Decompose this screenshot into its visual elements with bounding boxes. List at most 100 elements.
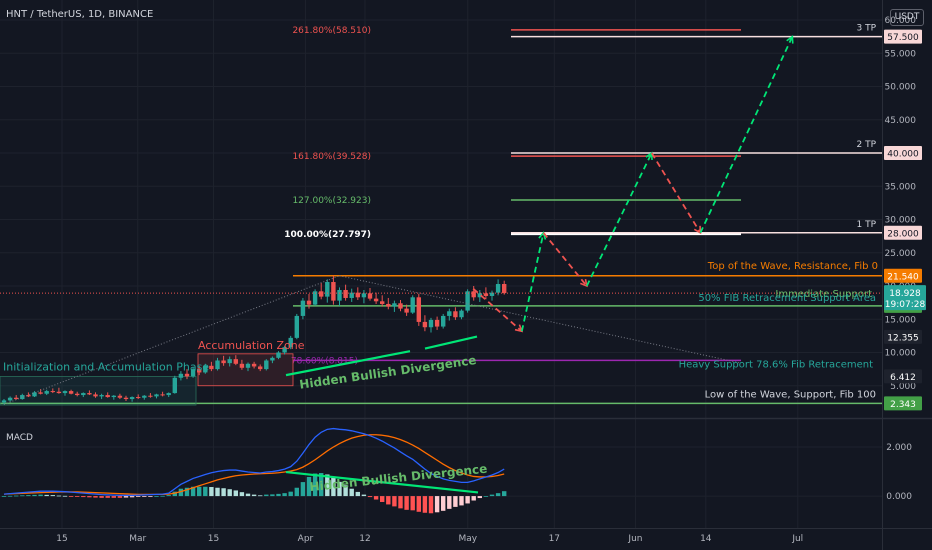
macd-bar-49 [300, 482, 306, 497]
target-label-1: 2 TP [856, 140, 876, 150]
time-tick-4: 12 [359, 534, 370, 544]
price-marker-7: 2.343 [890, 400, 916, 410]
candle-1 [7, 396, 13, 402]
candle-51 [312, 289, 318, 306]
time-tick-3: Apr [298, 534, 314, 544]
macd-line [3, 427, 505, 497]
candle-59 [361, 289, 367, 304]
fib-label-3: 100.00%(27.797) [284, 230, 371, 240]
macd-bar-18 [111, 496, 116, 498]
macd-bar-40 [245, 493, 251, 497]
candle-33 [203, 363, 208, 374]
fib-label-0: 261.80%(58.510) [292, 26, 371, 36]
price-tick-0: 60.000 [885, 16, 917, 26]
macd-bar-36 [221, 488, 226, 497]
time-tick-6: 17 [549, 534, 560, 544]
candle-63 [386, 297, 391, 310]
candle-48 [294, 313, 299, 340]
candle-46 [282, 345, 287, 355]
candle-54 [331, 275, 336, 305]
macd-bar-58 [355, 491, 360, 497]
zones [0, 353, 294, 406]
candle-23 [142, 395, 147, 400]
projection-arrow-5 [786, 35, 794, 44]
candle-21 [129, 396, 135, 402]
time-tick-1: Mar [129, 534, 146, 544]
candle-41 [251, 361, 257, 369]
accumulation-zone-box [197, 353, 294, 387]
annotation-1: Immediate Support [775, 289, 872, 300]
candle-60 [367, 287, 373, 301]
macd-bar-71 [434, 496, 440, 513]
candle-7 [44, 389, 49, 396]
candle-44 [270, 356, 275, 364]
price-tick-9: 15.000 [885, 315, 917, 325]
macd-bar-38 [233, 490, 238, 497]
currency-button[interactable]: USDT [890, 9, 924, 26]
macd-bar-44 [270, 494, 275, 497]
macd-bar-64 [392, 496, 397, 507]
macd-bar-53 [325, 474, 330, 497]
candle-15 [93, 392, 98, 398]
macd-bar-63 [386, 496, 391, 505]
macd-bar-74 [453, 496, 458, 507]
candle-3 [20, 393, 25, 400]
macd-bar-43 [264, 494, 269, 497]
candle-82 [502, 280, 507, 295]
candle-17 [105, 392, 110, 398]
macd-bar-34 [209, 487, 214, 497]
macd-bar-19 [117, 496, 123, 498]
candle-18 [111, 395, 116, 400]
time-tick-5: May [458, 534, 477, 544]
price-tick-6: 30.000 [885, 216, 917, 226]
price-marker-bg-5 [884, 329, 922, 344]
macd-bar-42 [258, 495, 263, 497]
macd-bar-68 [416, 496, 421, 512]
macd-bar-24 [148, 496, 153, 497]
candle-73 [447, 308, 452, 321]
candle-12 [75, 391, 80, 397]
macd-divergence-line [285, 470, 479, 494]
candle-49 [300, 297, 306, 320]
annotation-2: 50% FIB Retracement Support Area [698, 293, 876, 304]
macd-bar-35 [215, 487, 220, 497]
projection-segment-2 [542, 232, 588, 287]
annotation-6: Initialization and Accumulation Phase [3, 360, 209, 373]
macd-bar-66 [404, 496, 409, 510]
current-price-label: 18.928 [889, 289, 921, 299]
macd-bar-59 [361, 494, 367, 497]
macd-bar-6 [38, 494, 43, 497]
price-marker-bg-2 [884, 225, 922, 240]
symbol-title: HNT / TetherUS, 1D, BINANCE [6, 9, 154, 20]
candle-16 [99, 393, 104, 400]
macd-bar-3 [20, 495, 25, 497]
macd-bar-1 [7, 495, 13, 497]
projection-segment-1 [520, 232, 545, 332]
candle-10 [62, 390, 68, 396]
time-tick-9: Jul [791, 534, 803, 544]
candle-70 [428, 317, 434, 333]
macd-bar-62 [380, 496, 385, 502]
candle-53 [325, 279, 330, 303]
macd-bar-11 [68, 496, 74, 497]
macd-bar-67 [410, 496, 415, 511]
candles [1, 275, 507, 405]
macd-bar-5 [32, 494, 37, 497]
candle-68 [416, 293, 421, 326]
macd-bar-50 [306, 476, 312, 497]
macd-bar-4 [26, 495, 31, 497]
macd-bar-28 [172, 491, 177, 497]
candle-11 [68, 389, 74, 395]
macd-bar-13 [81, 496, 86, 498]
wave-trend-down [339, 275, 742, 364]
macd-bar-8 [50, 495, 55, 497]
candle-78 [477, 289, 482, 302]
candle-66 [404, 304, 409, 316]
price-marker-bg-7 [884, 396, 922, 411]
candle-71 [434, 316, 440, 330]
macd-bar-30 [184, 487, 190, 497]
candle-31 [190, 367, 196, 378]
candle-39 [239, 359, 245, 370]
candle-13 [81, 392, 86, 398]
